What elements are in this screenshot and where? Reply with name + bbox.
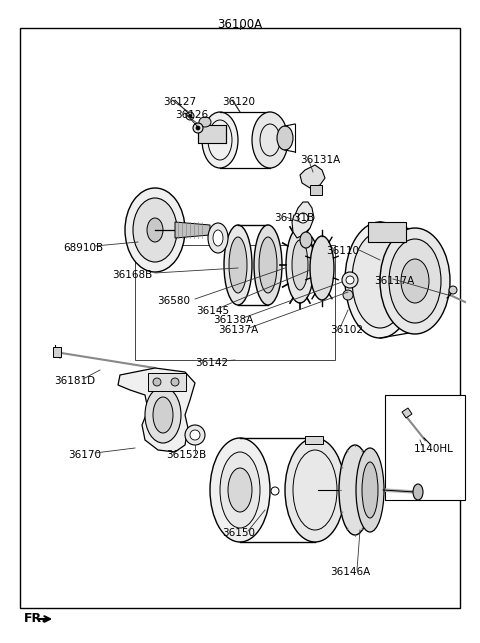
Ellipse shape	[125, 188, 185, 272]
Text: 36152B: 36152B	[166, 450, 206, 460]
Bar	[135, 245, 335, 360]
Polygon shape	[90, 135, 135, 345]
Ellipse shape	[153, 397, 173, 433]
Polygon shape	[118, 368, 195, 452]
Circle shape	[171, 378, 179, 386]
Circle shape	[190, 430, 200, 440]
Text: 36138A: 36138A	[213, 315, 253, 325]
Ellipse shape	[300, 232, 312, 248]
Ellipse shape	[380, 228, 450, 334]
Text: 1140HL: 1140HL	[414, 444, 454, 454]
Ellipse shape	[362, 462, 378, 518]
Text: 36168B: 36168B	[112, 270, 152, 280]
Text: FR.: FR.	[24, 612, 47, 625]
Text: 36146A: 36146A	[330, 567, 370, 577]
Text: 36181D: 36181D	[54, 376, 95, 386]
Text: 36131B: 36131B	[274, 213, 314, 223]
Ellipse shape	[224, 225, 252, 305]
Text: 36142: 36142	[195, 358, 228, 368]
Bar	[310, 185, 322, 195]
Bar	[368, 222, 406, 242]
Ellipse shape	[213, 230, 223, 246]
Bar	[198, 125, 226, 143]
Circle shape	[343, 290, 353, 300]
Bar	[305, 436, 323, 444]
Text: 68910B: 68910B	[63, 243, 103, 253]
Circle shape	[186, 112, 194, 120]
Text: 36120: 36120	[222, 97, 255, 107]
Text: 36145: 36145	[196, 306, 229, 316]
Circle shape	[298, 213, 308, 223]
Circle shape	[189, 114, 192, 118]
Text: 36137A: 36137A	[218, 325, 258, 335]
Ellipse shape	[229, 237, 247, 293]
Ellipse shape	[133, 198, 177, 262]
Ellipse shape	[228, 468, 252, 512]
Text: 36127: 36127	[163, 97, 196, 107]
Ellipse shape	[220, 452, 260, 528]
Ellipse shape	[401, 259, 429, 303]
Ellipse shape	[286, 227, 314, 303]
Text: 36131A: 36131A	[300, 155, 340, 165]
Text: 36102: 36102	[330, 325, 363, 335]
Text: 36126: 36126	[175, 110, 208, 120]
Ellipse shape	[339, 445, 371, 535]
Polygon shape	[402, 408, 412, 418]
Ellipse shape	[277, 126, 293, 150]
Ellipse shape	[252, 112, 288, 168]
Text: 36150: 36150	[222, 528, 255, 538]
Ellipse shape	[147, 218, 163, 242]
Ellipse shape	[413, 484, 423, 500]
Text: 36117A: 36117A	[374, 276, 414, 286]
Ellipse shape	[292, 240, 308, 290]
Polygon shape	[292, 202, 314, 238]
Ellipse shape	[352, 232, 408, 328]
Bar	[53, 347, 61, 357]
Text: 36170: 36170	[68, 450, 101, 460]
Bar	[385, 395, 465, 500]
Circle shape	[449, 286, 457, 294]
Polygon shape	[300, 165, 325, 188]
Ellipse shape	[208, 223, 228, 253]
Ellipse shape	[145, 387, 181, 443]
Circle shape	[271, 487, 279, 495]
Ellipse shape	[210, 438, 270, 542]
Bar	[148, 373, 186, 391]
Ellipse shape	[259, 237, 277, 293]
Circle shape	[346, 276, 354, 284]
Ellipse shape	[345, 222, 415, 338]
Polygon shape	[175, 222, 210, 238]
Circle shape	[193, 123, 203, 133]
Circle shape	[196, 126, 200, 130]
Ellipse shape	[285, 438, 345, 542]
Circle shape	[153, 378, 161, 386]
Circle shape	[185, 425, 205, 445]
Ellipse shape	[310, 236, 334, 300]
Ellipse shape	[254, 225, 282, 305]
Ellipse shape	[356, 448, 384, 532]
Text: 36580: 36580	[157, 296, 190, 306]
Ellipse shape	[389, 239, 441, 323]
Text: 36100A: 36100A	[217, 18, 263, 31]
Ellipse shape	[202, 112, 238, 168]
Circle shape	[342, 272, 358, 288]
Text: 36110: 36110	[326, 246, 359, 256]
Ellipse shape	[199, 117, 211, 127]
